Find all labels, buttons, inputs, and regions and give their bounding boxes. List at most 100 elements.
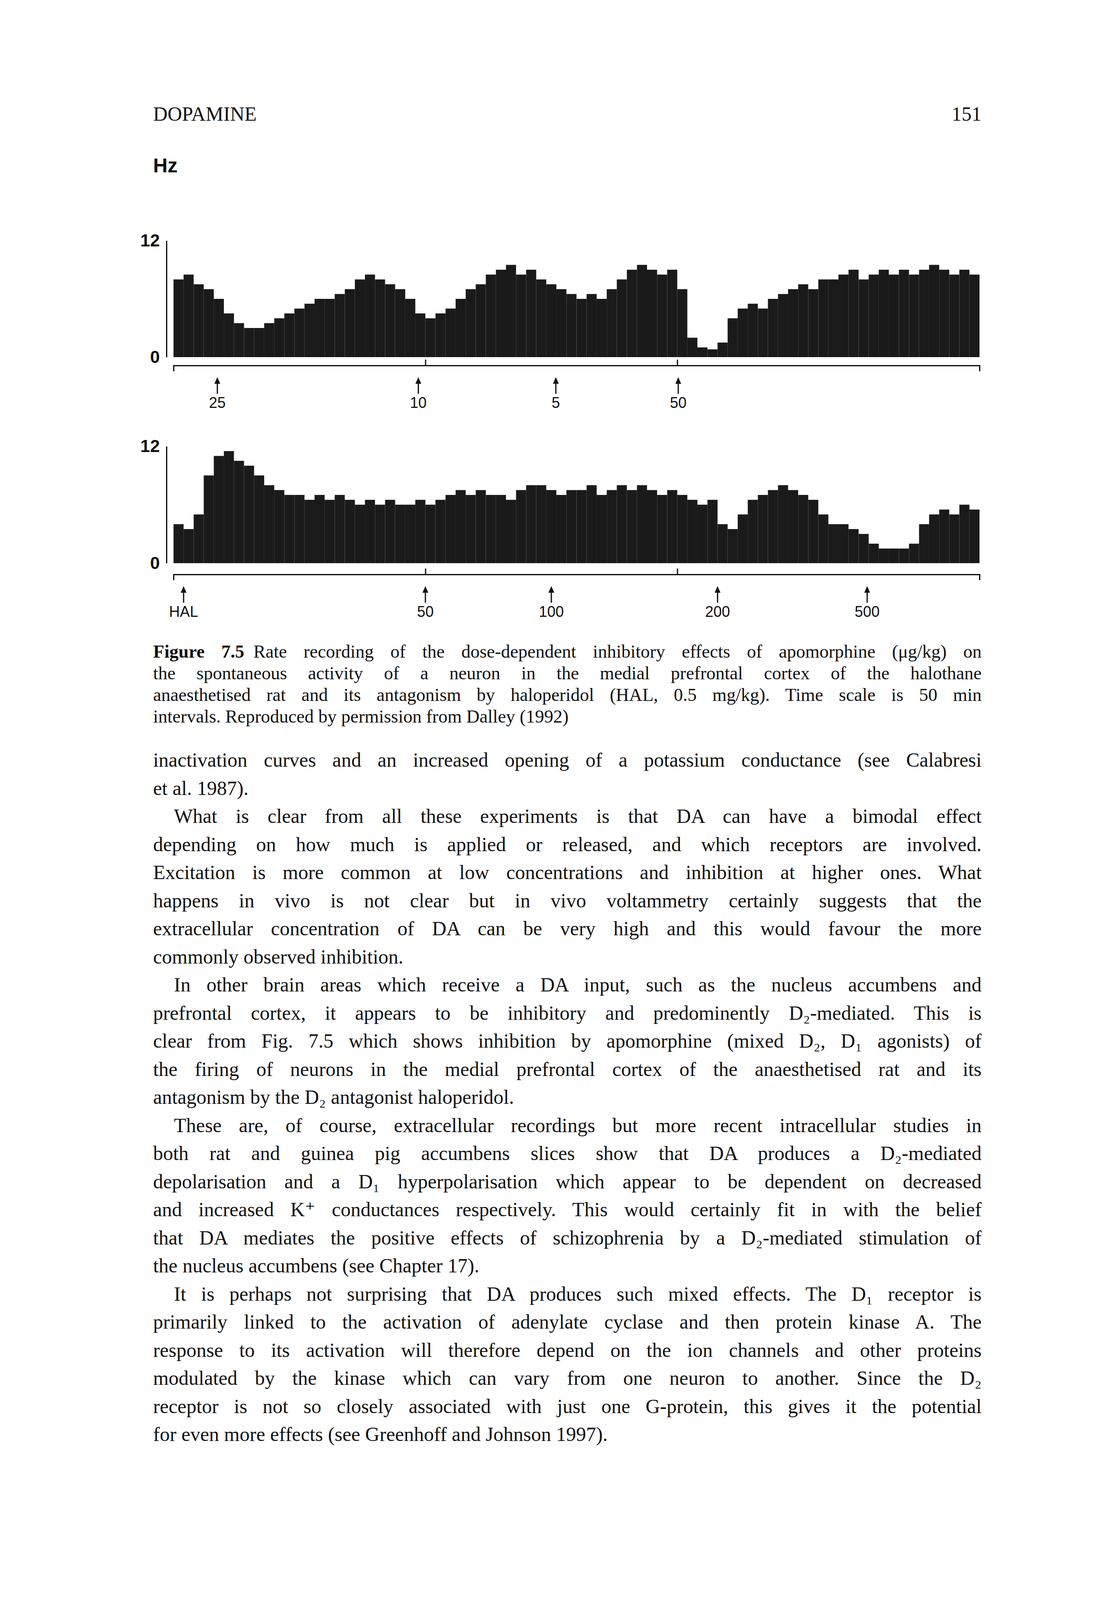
injection-label: 500 <box>854 602 880 620</box>
rate-bar <box>525 269 536 358</box>
rate-bar <box>213 455 224 563</box>
rate-bar <box>395 289 406 358</box>
rate-bar <box>193 514 204 563</box>
paragraph: These are, of course, extracellular reco… <box>153 1110 982 1280</box>
rate-bar <box>505 499 516 563</box>
rate-bar <box>364 499 375 563</box>
rate-bar <box>606 289 617 358</box>
caption-label: Figure 7.5 <box>153 641 245 662</box>
rate-bar <box>425 504 436 564</box>
figure: 012Hz2510550012HAL50100200500 <box>0 0 1101 633</box>
caption-text: the spontaneous activity of a neuron in … <box>153 662 982 684</box>
rate-bar <box>243 327 254 358</box>
rate-bar <box>223 313 234 358</box>
rate-bar <box>475 284 486 358</box>
rate-bar <box>909 543 920 563</box>
rate-bar <box>868 274 879 358</box>
rate-bar <box>919 269 930 358</box>
rate-bar <box>868 543 879 563</box>
rate-bar <box>969 509 980 563</box>
caption-line: intervals. Reproduced by permission from… <box>153 705 982 728</box>
rate-bar <box>737 308 748 358</box>
y-tick-label: 12 <box>140 436 160 456</box>
rate-bar <box>515 274 526 358</box>
injection-arrow-head <box>714 585 721 593</box>
rate-bar <box>213 298 224 358</box>
rate-bar <box>566 293 577 358</box>
rate-bar <box>667 489 677 563</box>
paragraph: What is clear from all these experiments… <box>153 801 982 971</box>
rate-bar <box>768 298 779 358</box>
caption-line: anaesthetised rat and its antagonism by … <box>153 684 982 706</box>
rate-bar <box>274 318 285 358</box>
rate-bar <box>334 494 345 563</box>
rate-bar <box>405 298 416 358</box>
x-tick-line <box>424 568 427 575</box>
injection-arrow-head <box>180 585 187 593</box>
rate-bar <box>344 289 355 358</box>
text-line: receptor is not so closely associated wi… <box>153 1391 982 1421</box>
injection-label: 50 <box>416 602 434 620</box>
y-axis: 012 <box>140 230 167 367</box>
text-line: depolarisation and a D₁ hyperpolarisatio… <box>153 1167 982 1196</box>
rate-bar <box>697 347 708 358</box>
rate-bar <box>637 264 648 358</box>
text-line: It is perhaps not surprising that DA pro… <box>153 1279 982 1308</box>
y-axis-line <box>166 446 168 564</box>
x-tick <box>677 568 678 575</box>
text-line: depending on how much is applied or rele… <box>153 830 982 859</box>
y-axis: 012 <box>140 436 167 573</box>
injections: HAL50100200500 <box>168 585 880 620</box>
caption-text: intervals. Reproduced by permission from… <box>153 706 569 727</box>
injection-label: 5 <box>551 394 561 412</box>
rate-bar <box>445 308 456 358</box>
rate-bar <box>878 269 889 358</box>
rate-bar <box>546 489 557 563</box>
rate-bar <box>677 289 688 358</box>
rate-bar <box>596 494 607 563</box>
rate-bar <box>475 489 486 563</box>
time-axis-line <box>173 574 980 581</box>
text-line: happens in vivo is not clear but in vivo… <box>153 886 982 915</box>
x-tick-line <box>424 359 427 366</box>
rate-bar <box>808 289 819 358</box>
caption-text: anaesthetised rat and its antagonism by … <box>153 684 982 705</box>
rate-bar <box>566 489 577 563</box>
rate-bar <box>657 274 668 358</box>
y-axis-title: Hz <box>153 154 178 177</box>
x-tick-line <box>676 359 679 366</box>
rate-bar <box>264 322 275 358</box>
text-line: inactivation curves and an increased ope… <box>153 745 982 774</box>
y-tick: 0 <box>150 347 167 367</box>
rate-bar <box>627 489 638 563</box>
text-line: clear from Fig. 7.5 which shows inhibiti… <box>153 1026 982 1055</box>
text-line: for even more effects (see Greenhoff and… <box>153 1419 982 1449</box>
rate-bar <box>415 499 426 563</box>
rate-bar <box>536 485 547 563</box>
rate-bar <box>465 289 476 358</box>
rate-bar <box>294 494 305 563</box>
time-axis <box>173 568 980 581</box>
rate-bar <box>455 298 466 358</box>
text-line: the nucleus accumbens (see Chapter 17). <box>153 1251 982 1280</box>
rate-bar <box>707 349 718 358</box>
x-tick <box>677 359 678 366</box>
page-number: 151 <box>856 102 982 126</box>
rate-bar <box>274 489 285 563</box>
rate-bar <box>486 274 496 358</box>
rate-bar <box>556 494 567 563</box>
rate-bar <box>465 494 476 563</box>
rate-bar <box>657 494 668 563</box>
injection-arrow-head <box>415 376 422 384</box>
rate-bar <box>173 523 184 563</box>
rate-bar <box>596 298 607 358</box>
rate-bar <box>556 289 567 358</box>
rate-bar <box>415 313 426 358</box>
rate-bar <box>284 494 295 563</box>
rate-bar <box>888 548 899 563</box>
injections: 2510550 <box>208 376 687 412</box>
text-line: both rat and guinea pig accumbens slices… <box>153 1138 982 1168</box>
rate-bar <box>405 504 416 564</box>
text-line: et al. 1987). <box>153 773 982 803</box>
text-line: What is clear from all these experiments… <box>153 801 982 831</box>
